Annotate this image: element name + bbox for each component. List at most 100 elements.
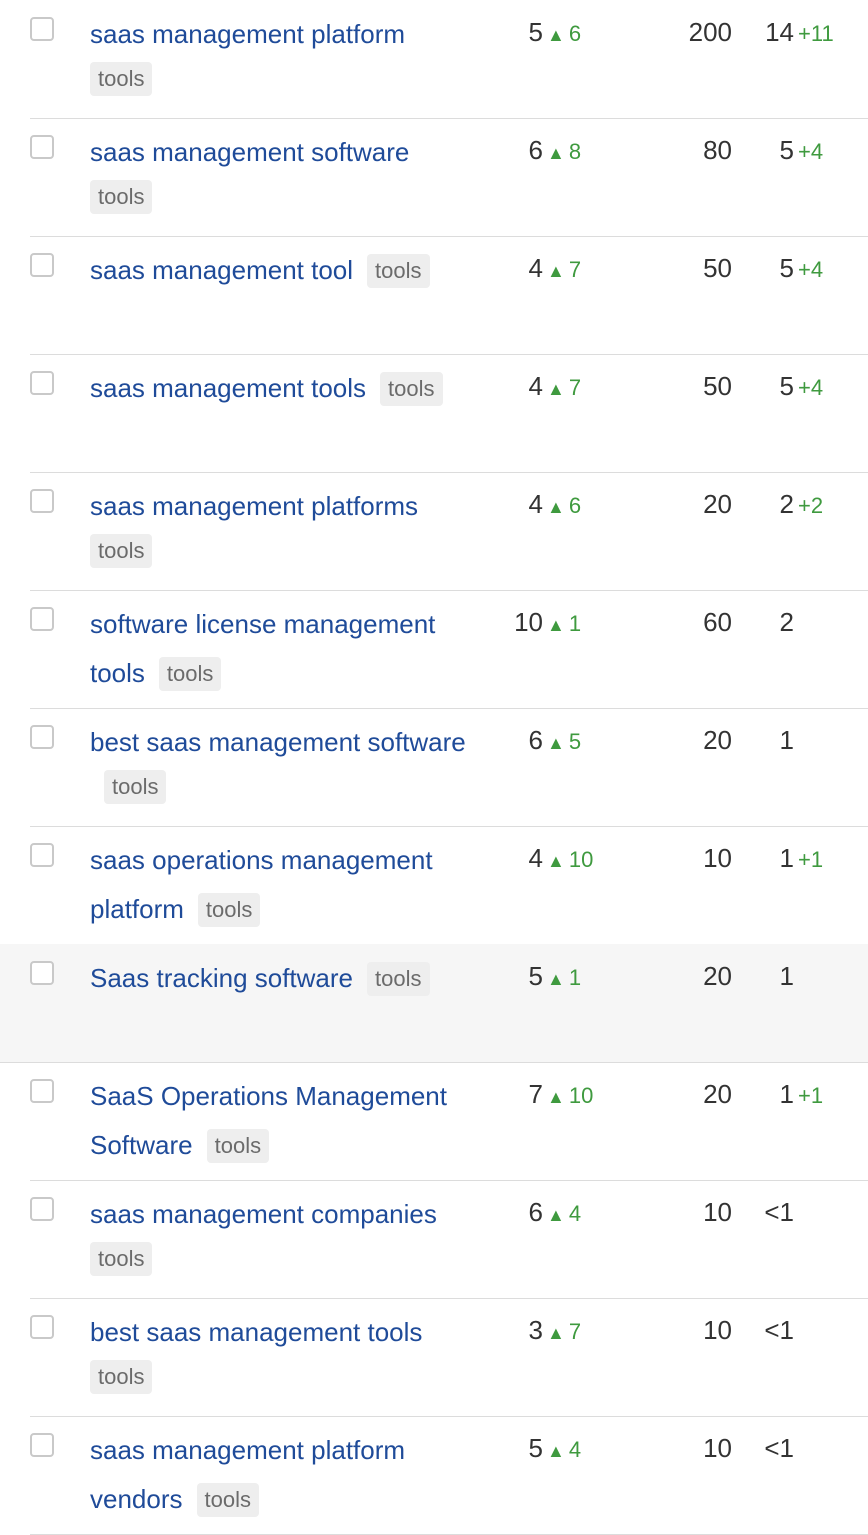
- row-divider: [30, 708, 868, 709]
- table-row[interactable]: SaaS Operations Management Software tools…: [0, 1062, 868, 1181]
- table-row[interactable]: saas management companies tools 6 ▲ 4 10 <1: [0, 1180, 868, 1299]
- keyword-link[interactable]: saas management tools: [90, 373, 367, 403]
- keyword-tag[interactable]: tools: [104, 770, 167, 804]
- row-divider: [30, 1180, 868, 1181]
- keyword-tag[interactable]: tools: [90, 534, 153, 568]
- traffic-value: <1: [764, 1197, 794, 1227]
- table-row[interactable]: saas management platforms tools 4 ▲ 6 20 2 +2: [0, 472, 868, 591]
- keyword-cell: SaaS Operations Management Software tools: [90, 1074, 485, 1172]
- keyword-tag[interactable]: tools: [197, 893, 261, 927]
- keyword-link[interactable]: Saas tracking software: [90, 963, 354, 993]
- position-value: 5: [528, 1433, 543, 1463]
- position-value: 5: [528, 961, 543, 991]
- traffic-value: <1: [764, 1433, 794, 1463]
- keyword-tag[interactable]: tools: [196, 1483, 259, 1517]
- keyword-link[interactable]: software license management tools: [90, 609, 436, 688]
- row-checkbox[interactable]: [30, 607, 54, 631]
- keyword-tag[interactable]: tools: [90, 180, 153, 214]
- row-checkbox[interactable]: [30, 253, 54, 277]
- position-cell: 6 ▲ 8: [495, 130, 595, 175]
- keyword-tag[interactable]: tools: [158, 657, 222, 691]
- keyword-cell: saas management platform tools: [90, 12, 485, 105]
- keyword-link[interactable]: saas management tool: [90, 255, 354, 285]
- traffic-change: +1: [798, 847, 824, 872]
- table-row[interactable]: saas management software tools 6 ▲ 8 80 5 +4: [0, 118, 868, 237]
- traffic-cell: 1 +1: [760, 838, 824, 883]
- row-checkbox[interactable]: [30, 1315, 54, 1339]
- row-divider: [30, 1416, 868, 1417]
- position-cell: 6 ▲ 4: [495, 1192, 595, 1237]
- keyword-tag[interactable]: tools: [90, 62, 153, 96]
- keyword-link[interactable]: best saas management tools: [90, 1317, 423, 1347]
- table-row[interactable]: Saas tracking software tools 5 ▲ 1 20 1: [0, 944, 868, 1063]
- keyword-cell: saas management platforms tools: [90, 484, 485, 577]
- keyword-cell: saas management platform vendors tools: [90, 1428, 485, 1526]
- table-row[interactable]: saas management platform vendors tools 5 ▲ 4…: [0, 1416, 868, 1535]
- position-change: 6: [568, 493, 582, 518]
- triangle-up-icon: ▲: [547, 1205, 565, 1225]
- position-value: 6: [528, 135, 543, 165]
- traffic-value: <1: [764, 1315, 794, 1345]
- row-divider: [30, 590, 868, 591]
- row-checkbox[interactable]: [30, 489, 54, 513]
- keyword-link[interactable]: saas management companies: [90, 1199, 437, 1229]
- position-cell: 5 ▲ 1: [495, 956, 595, 1001]
- keyword-link[interactable]: saas operations management platform: [90, 845, 433, 924]
- volume-value: 10: [703, 1197, 732, 1227]
- table-row[interactable]: saas management tools tools 4 ▲ 7 50 5 +4: [0, 354, 868, 473]
- keyword-cell: saas management software tools: [90, 130, 485, 223]
- keyword-tag[interactable]: tools: [90, 1360, 153, 1394]
- table-row[interactable]: best saas management software tools 6 ▲ 5 20 1: [0, 708, 868, 827]
- table-row[interactable]: best saas management tools tools 3 ▲ 7 10 <1: [0, 1298, 868, 1417]
- table-row[interactable]: saas management platform tools 5 ▲ 6 200 14 +11: [0, 0, 868, 119]
- traffic-cell: <1: [760, 1428, 798, 1473]
- row-checkbox[interactable]: [30, 1433, 54, 1457]
- keyword-tag[interactable]: tools: [206, 1129, 270, 1163]
- position-change: 1: [568, 965, 582, 990]
- row-checkbox[interactable]: [30, 1079, 54, 1103]
- volume-value: 20: [703, 725, 732, 755]
- row-divider: [30, 118, 868, 119]
- row-checkbox[interactable]: [30, 1197, 54, 1221]
- traffic-cell: 5 +4: [760, 366, 824, 411]
- row-checkbox[interactable]: [30, 961, 54, 985]
- row-checkbox[interactable]: [30, 725, 54, 749]
- traffic-cell: <1: [760, 1192, 798, 1237]
- keyword-cell: software license management tools tools: [90, 602, 485, 700]
- table-row[interactable]: saas operations management platform tools…: [0, 826, 868, 945]
- keyword-tag[interactable]: tools: [367, 962, 430, 996]
- keyword-link[interactable]: saas management platform: [90, 19, 406, 49]
- position-change: 1: [568, 611, 582, 636]
- keyword-link[interactable]: saas management platform vendors: [90, 1435, 406, 1514]
- position-cell: 5 ▲ 4: [495, 1428, 595, 1473]
- row-checkbox[interactable]: [30, 17, 54, 41]
- triangle-up-icon: ▲: [547, 1087, 565, 1107]
- keyword-link[interactable]: saas management platforms: [90, 491, 419, 521]
- volume-value: 50: [703, 253, 732, 283]
- triangle-up-icon: ▲: [547, 143, 565, 163]
- position-change: 10: [568, 847, 594, 872]
- position-change: 4: [568, 1201, 582, 1226]
- keyword-cell: best saas management tools tools: [90, 1310, 485, 1403]
- row-divider: [30, 472, 868, 473]
- keyword-tag[interactable]: tools: [380, 372, 443, 406]
- keyword-link[interactable]: SaaS Operations Management Software: [90, 1081, 447, 1160]
- keyword-link[interactable]: saas management software: [90, 137, 410, 167]
- position-change: 5: [568, 729, 582, 754]
- row-checkbox[interactable]: [30, 371, 54, 395]
- position-value: 4: [528, 843, 543, 873]
- keyword-cell: best saas management software tools: [90, 720, 485, 813]
- keyword-cell: Saas tracking software tools: [90, 956, 485, 1005]
- keyword-link[interactable]: best saas management software: [90, 727, 466, 757]
- traffic-value: 1: [779, 961, 794, 991]
- keyword-tag[interactable]: tools: [90, 1242, 153, 1276]
- traffic-change: +4: [798, 257, 824, 282]
- position-cell: 3 ▲ 7: [495, 1310, 595, 1355]
- row-checkbox[interactable]: [30, 135, 54, 159]
- row-checkbox[interactable]: [30, 843, 54, 867]
- traffic-cell: 1 +1: [760, 1074, 824, 1119]
- keyword-tag[interactable]: tools: [367, 254, 430, 288]
- table-row[interactable]: saas management tool tools 4 ▲ 7 50 5 +4: [0, 236, 868, 355]
- table-row[interactable]: software license management tools tools 10…: [0, 590, 868, 709]
